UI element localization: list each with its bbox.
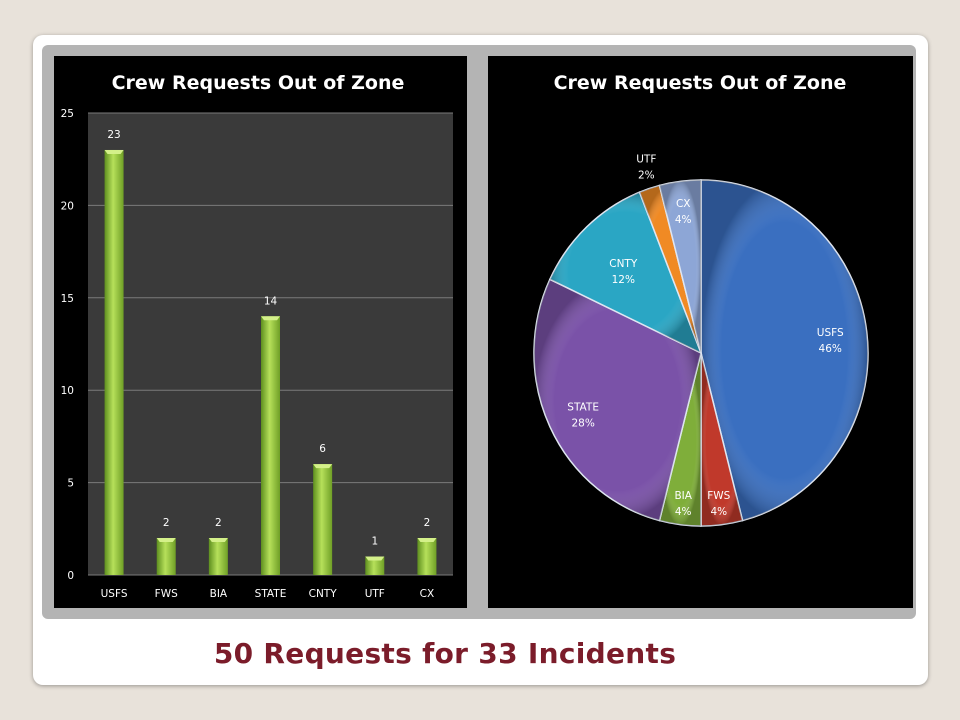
- x-tick-label: USFS: [101, 588, 128, 600]
- x-tick-label: CNTY: [309, 588, 338, 600]
- pie-label-percent: 4%: [675, 214, 692, 226]
- pie-slice-shade: [701, 180, 868, 521]
- x-tick-label: BIA: [210, 588, 228, 600]
- x-tick-label: STATE: [255, 588, 287, 600]
- bar-data-label: 2: [424, 517, 431, 529]
- pie-label-percent: 4%: [710, 506, 727, 518]
- bar-bevel: [104, 149, 124, 154]
- y-tick-label: 25: [61, 108, 74, 120]
- bar: [156, 538, 176, 575]
- pie-chart-panel: Crew Requests Out of Zone USFS 46% FWS 4% BI…: [488, 56, 913, 608]
- pie-label-percent: 46%: [819, 343, 842, 355]
- summary-caption: 50 Requests for 33 Incidents: [213, 637, 677, 670]
- pie-label-percent: 2%: [638, 170, 655, 182]
- pie-slice-shade: [549, 192, 701, 353]
- bar-bevel: [417, 538, 437, 543]
- bar-chart-title: Crew Requests Out of Zone: [112, 72, 405, 94]
- x-tick-label: UTF: [365, 588, 385, 600]
- pie-label-name: CNTY: [609, 258, 638, 270]
- bar-bevel: [365, 556, 385, 561]
- bar-body: [313, 464, 333, 575]
- y-tick-label: 15: [61, 293, 74, 305]
- x-tick-label: CX: [420, 588, 435, 600]
- x-tick-label: FWS: [155, 588, 178, 600]
- pie-label-name: CX: [676, 198, 691, 210]
- bar-body: [261, 316, 280, 575]
- bar-bevel: [261, 316, 280, 321]
- bar-data-label: 6: [319, 443, 326, 455]
- bar-body: [156, 538, 176, 575]
- bar-data-label: 14: [264, 295, 278, 307]
- bar: [313, 464, 333, 575]
- bar: [261, 316, 280, 575]
- y-tick-label: 5: [67, 478, 74, 490]
- pie-label-name: USFS: [817, 327, 844, 339]
- bar-chart-panel: Crew Requests Out of Zone 0 5 10 15 20 25 23 US…: [54, 56, 467, 608]
- pie-label-percent: 12%: [612, 274, 635, 286]
- pie-label-name: STATE: [567, 401, 599, 413]
- bar-body: [208, 538, 228, 575]
- pie-slice-usfs: [700, 179, 869, 522]
- pie-label-percent: 4%: [675, 506, 692, 518]
- bar-data-label: 1: [371, 536, 378, 548]
- bar-data-label: 2: [215, 517, 222, 529]
- pie-slice-shade: [639, 185, 701, 353]
- bar-bevel: [156, 538, 176, 543]
- bar-bevel: [208, 538, 228, 543]
- pie-slice-shade: [701, 353, 743, 526]
- y-tick-label: 10: [61, 385, 74, 397]
- bar: [365, 556, 385, 575]
- bar: [417, 538, 437, 575]
- pie-label-name: FWS: [707, 490, 730, 502]
- pie-label-name: BIA: [674, 490, 692, 502]
- pie-slice-shade: [534, 279, 701, 521]
- y-tick-label: 0: [67, 570, 74, 582]
- pie-slice-state: [533, 278, 702, 522]
- bar-data-label: 2: [163, 517, 170, 529]
- bar-body: [104, 149, 124, 575]
- bar-data-label: 23: [107, 129, 120, 141]
- bar-bevel: [313, 464, 333, 469]
- bar: [104, 149, 124, 575]
- bar-chart: Crew Requests Out of Zone 0 5 10 15 20 25 23 US…: [61, 72, 453, 600]
- bar-body: [417, 538, 437, 575]
- bar-body: [365, 556, 385, 575]
- bar: [208, 538, 228, 575]
- pie-label-percent: 28%: [571, 417, 594, 429]
- pie-label-name: UTF: [636, 154, 656, 166]
- pie-slice-cnty: [548, 191, 703, 355]
- y-tick-label: 20: [61, 200, 74, 212]
- pie-chart-title: Crew Requests Out of Zone: [554, 72, 847, 94]
- pie-slice-shade: [659, 180, 701, 353]
- pie-slice-cx: [658, 179, 702, 354]
- pie-chart: Crew Requests Out of Zone USFS 46% FWS 4% BI…: [533, 72, 869, 527]
